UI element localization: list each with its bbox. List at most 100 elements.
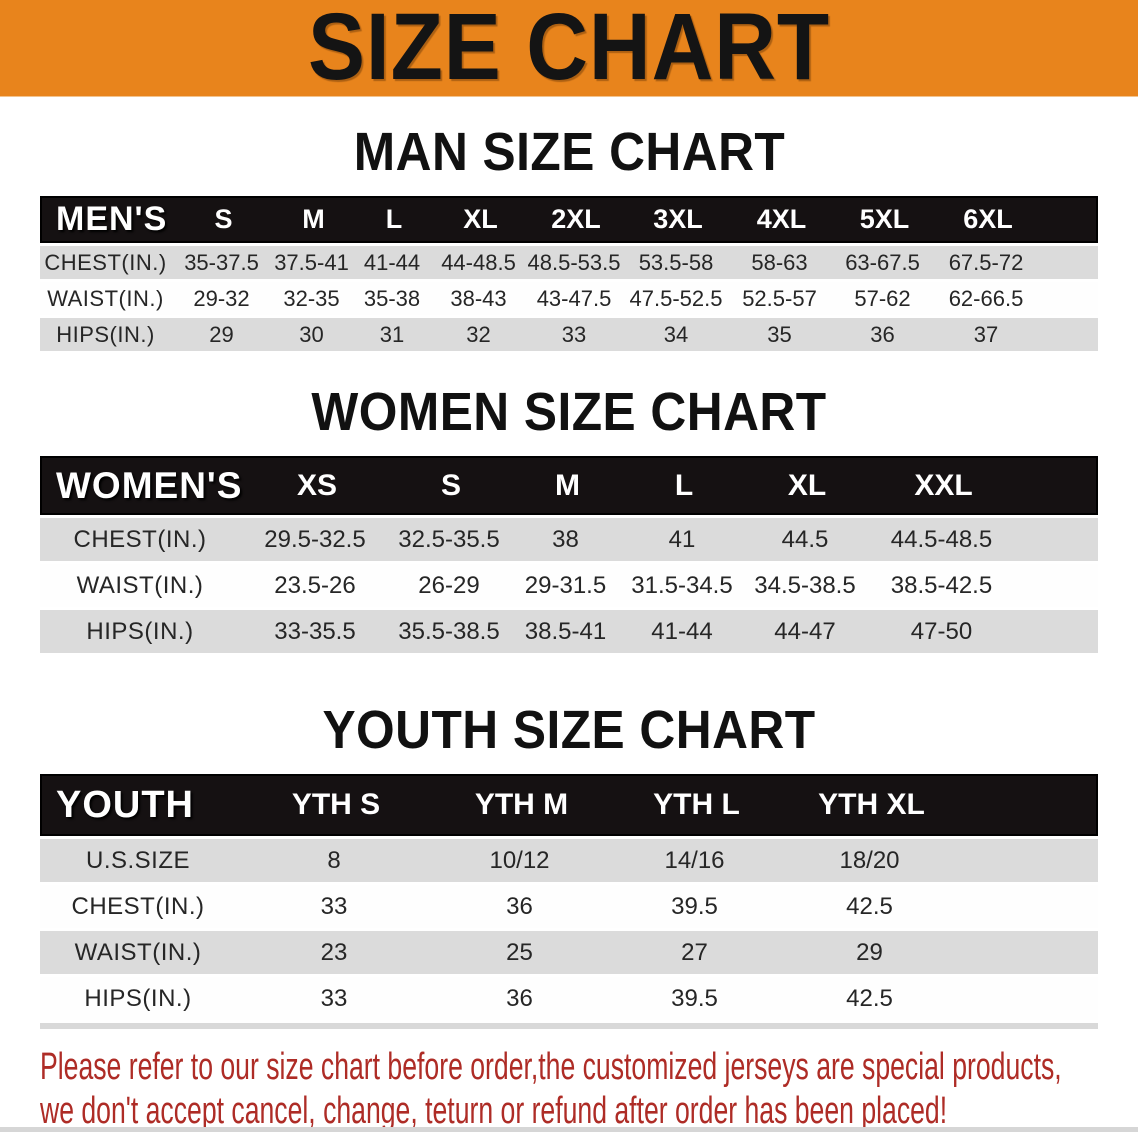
value-cell: 38-43	[450, 285, 507, 311]
column-header: 6XL	[963, 204, 1013, 234]
column-header: S	[214, 204, 233, 234]
value-cell: 62-66.5	[948, 285, 1024, 311]
table-row: HIPS(IN.) 33 36 39.5 42.5	[40, 977, 1098, 1020]
value-cell: 35.5-38.5	[398, 617, 500, 645]
disclaimer-line-1-text: Please refer to our size chart before or…	[40, 1046, 1062, 1088]
youth-size-table: YOUTH YTH S YTH M YTH L YTH XL U.S.SIZE 8 10/12…	[40, 774, 1098, 1029]
disclaimer-line-2: we don't accept cancel, change, teturn o…	[40, 1089, 1138, 1133]
value-cell: 53.5-58	[638, 249, 714, 275]
value-cell: 33	[561, 321, 587, 347]
youth-size-section: YOUTH SIZE CHART YOUTH YTH S YTH M YTH L YTH…	[0, 701, 1138, 1029]
value-cell: 42.5	[846, 984, 893, 1012]
youth-section-heading-text: YOUTH SIZE CHART	[322, 700, 816, 760]
value-cell: 67.5-72	[948, 249, 1024, 275]
value-cell: 29.5-32.5	[264, 525, 366, 553]
women-table-title: WOMEN'S	[56, 464, 243, 506]
page-bottom-edge	[0, 1127, 1138, 1132]
row-label: HIPS(IN.)	[84, 984, 192, 1012]
column-header: 4XL	[756, 204, 807, 234]
value-cell: 37	[973, 321, 999, 347]
value-cell: 32-35	[283, 285, 340, 311]
size-chart-banner: SIZE CHART	[0, 0, 1138, 97]
value-cell: 14/16	[664, 846, 725, 874]
value-cell: 58-63	[751, 249, 808, 275]
value-cell: 26-29	[418, 571, 480, 599]
value-cell: 38	[552, 525, 579, 553]
value-cell: 42.5	[846, 892, 893, 920]
value-cell: 38.5-41	[524, 617, 607, 645]
column-header: XL	[463, 204, 498, 234]
column-header: XXL	[914, 468, 973, 502]
column-header: S	[440, 468, 461, 502]
men-section-heading-text: MAN SIZE CHART	[353, 122, 785, 182]
value-cell: 8	[327, 846, 341, 874]
value-cell: 47.5-52.5	[629, 285, 723, 311]
value-cell: 23.5-26	[274, 571, 356, 599]
table-row: CHEST(IN.) 35-37.5 37.5-41 41-44 44-48.5 48.5…	[40, 246, 1098, 279]
row-label: WAIST(IN.)	[74, 938, 202, 966]
value-cell: 36	[870, 321, 895, 347]
table-bottom-strip	[40, 1023, 1098, 1029]
column-header: M	[302, 204, 325, 234]
column-header: YTH S	[291, 788, 381, 821]
value-cell: 31.5-34.5	[631, 571, 733, 599]
women-table-header-bar: WOMEN'S XS S M L XL XXL	[40, 456, 1098, 515]
column-header: YTH M	[474, 788, 569, 821]
youth-table-header-bar: YOUTH YTH S YTH M YTH L YTH XL	[40, 774, 1098, 836]
value-cell: 39.5	[671, 892, 718, 920]
value-cell: 33	[320, 892, 348, 920]
disclaimer-line-2-text: we don't accept cancel, change, teturn o…	[40, 1090, 948, 1132]
column-header: 5XL	[859, 204, 910, 234]
column-header: XS	[296, 468, 338, 502]
column-header: YTH XL	[818, 788, 925, 821]
value-cell: 10/12	[489, 846, 550, 874]
value-cell: 34	[663, 321, 689, 347]
value-cell: 35-38	[363, 285, 421, 311]
column-header: XL	[787, 468, 827, 502]
value-cell: 47-50	[910, 617, 973, 645]
value-cell: 23	[320, 938, 348, 966]
table-row: CHEST(IN.) 33 36 39.5 42.5	[40, 885, 1098, 928]
table-row: U.S.SIZE 8 10/12 14/16 18/20	[40, 839, 1098, 882]
row-label: CHEST(IN.)	[44, 249, 167, 275]
men-section-heading: MAN SIZE CHART	[0, 123, 1138, 181]
men-table-title: MEN'S	[56, 200, 168, 238]
value-cell: 44.5-48.5	[890, 525, 993, 553]
column-header: L	[385, 204, 403, 234]
men-size-section: MAN SIZE CHART MEN'S S M L XL 2XL 3XL 4XL 5XL 6XL…	[0, 123, 1138, 351]
value-cell: 41	[668, 525, 696, 553]
disclaimer-note: Please refer to our size chart before or…	[40, 1045, 1138, 1133]
value-cell: 29	[856, 938, 883, 966]
table-row: WAIST(IN.) 23.5-26 26-29 29-31.5 31.5-34.5 34…	[40, 564, 1098, 607]
value-cell: 27	[681, 938, 708, 966]
page-title: SIZE CHART	[308, 0, 830, 100]
value-cell: 35	[767, 321, 792, 347]
disclaimer-line-1: Please refer to our size chart before or…	[40, 1045, 1138, 1089]
value-cell: 37.5-41	[274, 249, 349, 275]
value-cell: 43-47.5	[536, 285, 612, 311]
table-row: WAIST(IN.) 29-32 32-35 35-38 38-43 43-47.5 47.…	[40, 282, 1098, 315]
value-cell: 57-62	[854, 285, 911, 311]
value-cell: 44-48.5	[441, 249, 516, 275]
women-section-heading-text: WOMEN SIZE CHART	[311, 382, 827, 442]
value-cell: 38.5-42.5	[890, 571, 993, 599]
value-cell: 41-44	[651, 617, 713, 645]
column-header: L	[674, 468, 694, 502]
column-header: YTH L	[653, 788, 740, 821]
table-row: HIPS(IN.) 33-35.5 35.5-38.5 38.5-41 41-44 44-…	[40, 610, 1098, 653]
row-label: HIPS(IN.)	[86, 617, 194, 645]
youth-section-heading: YOUTH SIZE CHART	[0, 701, 1138, 759]
value-cell: 44.5	[781, 525, 829, 553]
value-cell: 31	[379, 321, 405, 347]
value-cell: 29-32	[193, 285, 250, 311]
value-cell: 29-31.5	[524, 571, 607, 599]
value-cell: 52.5-57	[742, 285, 817, 311]
women-section-heading: WOMEN SIZE CHART	[0, 383, 1138, 441]
value-cell: 36	[506, 892, 533, 920]
value-cell: 48.5-53.5	[527, 249, 621, 275]
value-cell: 44-47	[774, 617, 836, 645]
row-label: CHEST(IN.)	[71, 892, 205, 920]
men-table-header-bar: MEN'S S M L XL 2XL 3XL 4XL 5XL 6XL	[40, 196, 1098, 243]
value-cell: 32.5-35.5	[398, 525, 500, 553]
